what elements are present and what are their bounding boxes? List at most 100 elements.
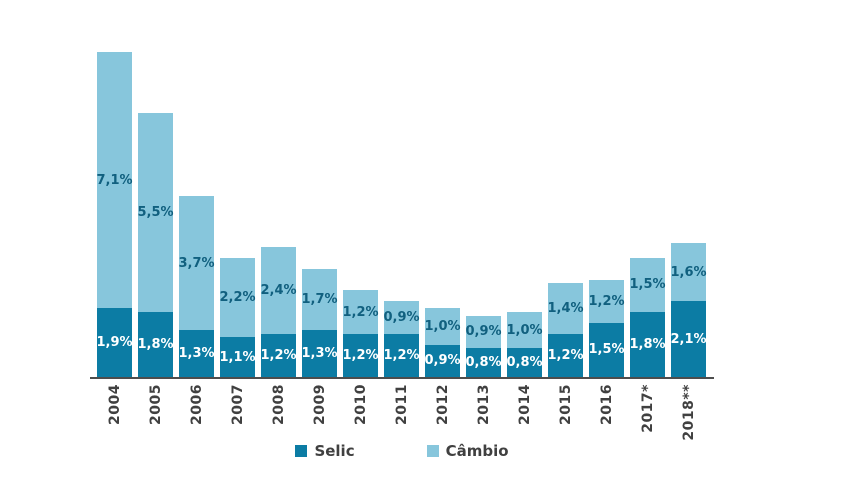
x-axis-tick-2016: 2016	[589, 384, 624, 446]
bar-group-2010: 1,2% 1,2%	[342, 290, 379, 377]
bar-label-cambio: 1,2%	[342, 304, 379, 320]
x-axis-label: 2012	[434, 384, 451, 425]
x-axis-label: 2013	[475, 384, 492, 425]
bar-segment-selic: 1,3%	[178, 330, 215, 377]
bar-label-selic: 2,1%	[670, 331, 707, 347]
x-axis-tick-2004: 2004	[97, 384, 132, 446]
x-axis-label: 2016	[598, 384, 615, 425]
plot-area: 7,1% 1,9% 5,5% 1,8% 3,7% 1,3% 2,2% 1,1% 2,4% 1,2%…	[96, 37, 707, 377]
bar-segment-selic: 1,3%	[301, 330, 338, 377]
x-axis-tick-2008: 2008	[261, 384, 296, 446]
legend-swatch-cambio	[426, 445, 439, 457]
bar-group-2006: 3,7% 1,3%	[178, 196, 215, 377]
bar-segment-cambio: 1,5%	[629, 257, 666, 312]
bar-label-cambio: 3,7%	[178, 255, 215, 271]
bar-group-2018**: 1,6% 2,1%	[670, 243, 707, 377]
bar-segment-selic: 1,8%	[137, 312, 174, 377]
bar-label-cambio: 1,7%	[301, 291, 338, 307]
x-axis-label: 2010	[352, 384, 369, 425]
bar-label-cambio: 1,2%	[588, 293, 625, 309]
bar-label-cambio: 1,6%	[670, 264, 707, 280]
bar-segment-cambio: 2,2%	[219, 257, 256, 338]
x-axis-label: 2017*	[639, 384, 656, 433]
bar-segment-cambio: 1,2%	[342, 290, 379, 334]
bar-label-cambio: 1,0%	[506, 322, 543, 338]
x-axis-tick-2006: 2006	[179, 384, 214, 446]
x-axis-label: 2006	[188, 384, 205, 425]
x-axis-line	[90, 377, 714, 379]
bar-label-selic: 1,9%	[96, 335, 133, 351]
legend-label-cambio: Câmbio	[445, 442, 509, 460]
x-axis-label: 2018**	[680, 384, 697, 441]
bar-segment-selic: 1,2%	[260, 333, 297, 377]
bar-segment-cambio: 3,7%	[178, 196, 215, 331]
bar-segment-selic: 1,2%	[383, 333, 420, 377]
bar-label-cambio: 1,5%	[629, 277, 666, 293]
bar-segment-selic: 1,8%	[629, 312, 666, 377]
bar-segment-cambio: 1,0%	[424, 308, 461, 345]
bar-group-2013: 0,9% 0,8%	[465, 315, 502, 377]
x-axis-label: 2009	[311, 384, 328, 425]
bar-group-2017*: 1,5% 1,8%	[629, 257, 666, 377]
x-axis-tick-2010: 2010	[343, 384, 378, 446]
bar-segment-cambio: 1,7%	[301, 268, 338, 331]
bar-label-cambio: 7,1%	[96, 172, 133, 188]
bar-label-selic: 1,2%	[383, 347, 420, 363]
bar-segment-cambio: 5,5%	[137, 113, 174, 312]
bar-segment-selic: 1,9%	[96, 308, 133, 377]
x-axis-label: 2015	[557, 384, 574, 425]
x-axis-tick-2015: 2015	[548, 384, 583, 446]
legend: Selic Câmbio	[90, 442, 714, 460]
bar-label-selic: 1,1%	[219, 349, 256, 365]
x-axis-tick-2009: 2009	[302, 384, 337, 446]
bar-label-selic: 1,3%	[301, 346, 338, 362]
bar-label-selic: 0,8%	[506, 355, 543, 371]
bar-segment-cambio: 1,2%	[588, 279, 625, 323]
x-axis-tick-2005: 2005	[138, 384, 173, 446]
x-axis-tick-2014: 2014	[507, 384, 542, 446]
x-axis-label: 2011	[393, 384, 410, 425]
x-axis-tick-2007: 2007	[220, 384, 255, 446]
x-axis-tick-2017*: 2017*	[630, 384, 665, 446]
bar-segment-selic: 1,2%	[547, 333, 584, 377]
x-axis-tick-2013: 2013	[466, 384, 501, 446]
x-axis-tick-2011: 2011	[384, 384, 419, 446]
x-axis-label: 2014	[516, 384, 533, 425]
bar-segment-cambio: 1,0%	[506, 312, 543, 349]
x-axis-label: 2007	[229, 384, 246, 425]
bar-segment-cambio: 7,1%	[96, 52, 133, 309]
x-axis-label: 2005	[147, 384, 164, 425]
bar-label-selic: 1,3%	[178, 346, 215, 362]
bar-group-2014: 1,0% 0,8%	[506, 312, 543, 377]
x-axis-tick-2018**: 2018**	[671, 384, 706, 446]
bar-label-cambio: 2,2%	[219, 290, 256, 306]
bar-group-2016: 1,2% 1,5%	[588, 279, 625, 377]
x-axis-tick-2012: 2012	[425, 384, 460, 446]
bar-label-selic: 1,5%	[588, 342, 625, 358]
bar-group-2005: 5,5% 1,8%	[137, 113, 174, 377]
bar-group-2008: 2,4% 1,2%	[260, 247, 297, 377]
legend-item-selic: Selic	[295, 442, 355, 460]
bar-group-2012: 1,0% 0,9%	[424, 308, 461, 377]
x-axis-label: 2008	[270, 384, 287, 425]
bar-label-cambio: 1,4%	[547, 300, 584, 316]
bar-label-selic: 1,2%	[342, 347, 379, 363]
bar-label-cambio: 5,5%	[137, 205, 174, 221]
bar-label-selic: 0,9%	[424, 353, 461, 369]
bar-segment-cambio: 2,4%	[260, 247, 297, 334]
bar-segment-cambio: 0,9%	[465, 315, 502, 349]
bar-label-selic: 1,2%	[260, 347, 297, 363]
bar-label-selic: 1,8%	[137, 337, 174, 352]
bar-segment-selic: 1,5%	[588, 322, 625, 377]
bar-group-2007: 2,2% 1,1%	[219, 257, 256, 377]
bar-segment-cambio: 0,9%	[383, 301, 420, 334]
bar-segment-selic: 0,9%	[424, 344, 461, 377]
legend-item-cambio: Câmbio	[426, 442, 509, 460]
x-axis-label: 2004	[106, 384, 123, 425]
bar-group-2004: 7,1% 1,9%	[96, 52, 133, 377]
bar-segment-selic: 0,8%	[506, 348, 543, 377]
bar-label-selic: 1,2%	[547, 347, 584, 363]
bar-segment-selic: 1,1%	[219, 337, 256, 377]
bar-label-selic: 1,8%	[629, 337, 666, 352]
